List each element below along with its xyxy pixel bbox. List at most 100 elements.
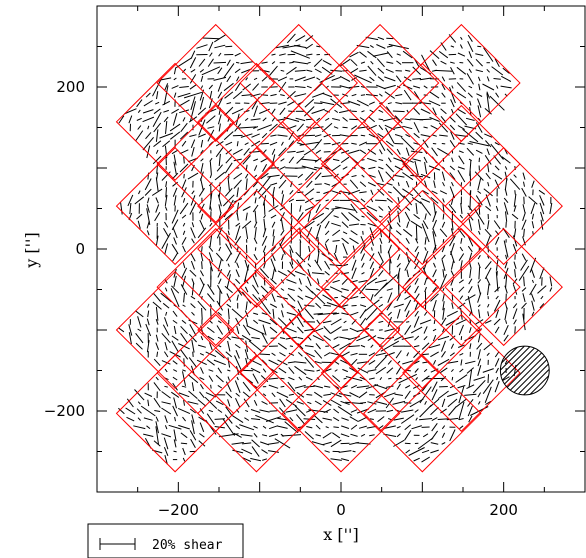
shear-stick (387, 250, 392, 264)
shear-stick (378, 262, 384, 269)
shear-stick (315, 225, 322, 241)
shear-stick (359, 284, 367, 295)
shear-stick (350, 433, 358, 437)
shear-stick (415, 225, 418, 241)
shear-stick (236, 61, 240, 64)
shear-stick (495, 85, 499, 89)
shear-stick (161, 407, 172, 415)
shear-stick (289, 345, 293, 347)
shear-stick (495, 205, 499, 212)
shear-stick (288, 156, 295, 164)
shear-stick (161, 332, 171, 344)
shear-stick (374, 400, 388, 405)
shear-stick (467, 40, 474, 53)
shear-stick (484, 133, 493, 138)
shear-stick (323, 326, 331, 334)
shear-stick (298, 287, 303, 292)
shear-stick (163, 85, 169, 105)
shear-stick (134, 196, 145, 205)
shear-stick (290, 218, 293, 232)
shear-stick (199, 96, 205, 110)
shear-stick (466, 367, 475, 374)
shear-stick (189, 430, 197, 441)
shear-stick (468, 158, 472, 162)
shear-stick (360, 166, 366, 170)
shear-stick (289, 249, 294, 265)
shear-stick (235, 425, 241, 430)
shear-stick (530, 202, 536, 215)
shear-stick (341, 277, 349, 285)
shear-stick (314, 166, 323, 170)
shear-stick (455, 398, 467, 408)
shear-stick (477, 98, 482, 108)
tile-footprint (197, 354, 316, 473)
shear-stick (126, 398, 134, 408)
shear-stick (361, 215, 365, 218)
shear-stick (146, 318, 150, 326)
tile-footprint (115, 270, 235, 390)
shear-stick (209, 161, 212, 175)
shear-stick (513, 261, 517, 269)
shear-stick (334, 109, 339, 113)
shear-stick (297, 343, 304, 350)
tile-footprint (239, 104, 358, 223)
shear-stick (396, 205, 402, 212)
shear-stick (495, 259, 499, 271)
shear-stick (487, 163, 490, 173)
shear-stick (314, 361, 322, 364)
shear-stick (432, 134, 437, 137)
shear-stick (441, 442, 446, 445)
shear-stick (468, 68, 472, 73)
tile-footprint (320, 313, 440, 432)
shear-stick (222, 418, 236, 436)
shear-stick (263, 214, 266, 219)
shear-stick (164, 206, 168, 211)
shear-stick (227, 376, 230, 381)
shear-stick (261, 359, 268, 366)
shear-stick (332, 344, 340, 349)
shear-stick (477, 105, 482, 118)
shear-stick (224, 187, 233, 197)
shear-stick (512, 303, 518, 309)
shear-stick (361, 174, 365, 178)
shear-stick (163, 447, 169, 456)
shear-stick (172, 376, 178, 381)
shear-stick (254, 393, 257, 397)
shear-stick (475, 53, 484, 56)
shear-stick (182, 369, 186, 372)
shear-stick (369, 76, 375, 82)
shear-stick (226, 75, 232, 83)
shear-stick (342, 166, 348, 170)
shear-stick (457, 169, 466, 183)
shear-stick (395, 94, 403, 97)
shear-stick (362, 230, 364, 235)
shear-stick (528, 196, 538, 205)
shear-stick (161, 77, 172, 81)
shear-stick (451, 157, 454, 163)
shear-stick (322, 59, 332, 66)
shear-stick (331, 142, 341, 146)
shear-stick (217, 409, 223, 413)
shear-stick (429, 50, 440, 59)
shear-stick (242, 457, 252, 462)
shear-stick (448, 203, 457, 214)
shear-stick (191, 238, 195, 244)
shear-stick (441, 245, 446, 253)
shear-stick (268, 450, 279, 453)
shear-stick (484, 228, 492, 237)
shear-stick (146, 425, 151, 429)
shear-stick (173, 397, 177, 409)
shear-stick (349, 416, 359, 422)
shear-stick (169, 123, 181, 132)
shear-stick (232, 449, 244, 454)
shear-stick (340, 433, 350, 438)
shear-stick (469, 100, 472, 106)
shear-stick (420, 173, 431, 179)
shear-stick (278, 101, 287, 105)
shear-stick (199, 377, 205, 381)
shear-stick (378, 109, 384, 113)
shear-stick (138, 190, 141, 195)
shear-stick (288, 198, 295, 203)
shear-stick (477, 304, 481, 308)
shear-stick (374, 384, 388, 390)
